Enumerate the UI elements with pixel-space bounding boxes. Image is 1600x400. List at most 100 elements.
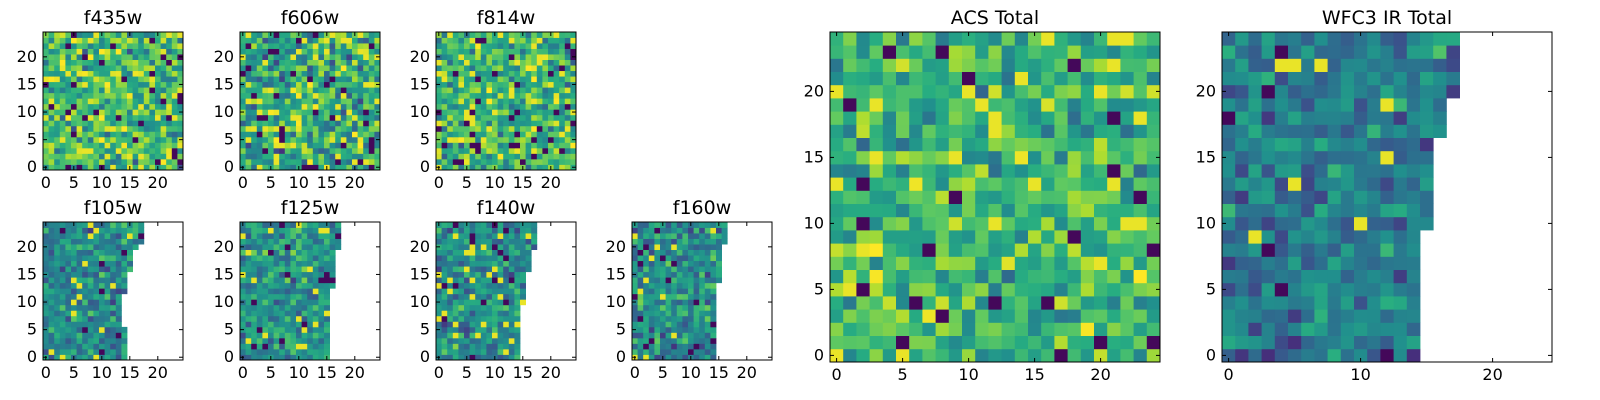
heatmap-cell: [503, 332, 510, 339]
heatmap-cell: [59, 65, 66, 72]
heatmap-cell: [856, 348, 870, 363]
heatmap-cell: [1107, 230, 1121, 244]
heatmap-cell: [329, 114, 336, 121]
heatmap-cell: [284, 142, 291, 149]
heatmap-cell: [307, 98, 314, 105]
heatmap-cell: [262, 103, 269, 110]
heatmap-cell: [716, 271, 722, 278]
heatmap-cell: [335, 238, 342, 245]
heatmap-cell: [632, 321, 638, 328]
heatmap-cell: [480, 238, 487, 245]
heatmap-cell: [1235, 32, 1249, 46]
heatmap-cell: [531, 142, 538, 149]
heatmap-cell: [682, 332, 689, 339]
heatmap-cell: [115, 304, 122, 311]
heatmap-cell: [480, 249, 487, 256]
heatmap-cell: [76, 131, 83, 138]
heatmap-cell: [346, 43, 353, 49]
heatmap-cell: [65, 222, 72, 228]
heatmap-cell: [469, 354, 476, 361]
heatmap-cell: [452, 293, 459, 300]
heatmap-cell: [486, 125, 493, 132]
heatmap-cell: [843, 164, 857, 178]
heatmap-cell: [240, 114, 246, 121]
heatmap-cell: [682, 337, 689, 344]
heatmap-cell: [508, 131, 515, 138]
heatmap-cell: [688, 288, 694, 295]
heatmap-cell: [301, 98, 308, 105]
heatmap-cell: [441, 164, 448, 171]
heatmap-cell: [1054, 348, 1068, 363]
heatmap-cell: [458, 227, 465, 234]
heatmap-cell: [447, 343, 454, 350]
heatmap-cell: [374, 59, 381, 66]
heatmap-cell: [132, 114, 139, 121]
heatmap-cell: [441, 337, 448, 344]
heatmap-cell: [357, 98, 364, 105]
heatmap-cell: [1380, 137, 1394, 152]
heatmap-cell: [93, 48, 100, 55]
heatmap-cell: [290, 227, 297, 234]
heatmap-cell: [704, 227, 711, 234]
heatmap-cell: [503, 348, 510, 355]
heatmap-cell: [110, 54, 117, 60]
heatmap-cell: [273, 65, 280, 72]
heatmap-cell: [492, 299, 498, 306]
heatmap-cell: [962, 98, 976, 112]
heatmap-cell: [1067, 45, 1082, 59]
heatmap-cell: [962, 296, 976, 310]
heatmap-cell: [922, 98, 936, 112]
heatmap-cell: [284, 136, 291, 143]
heatmap-cell: [1041, 164, 1055, 178]
heatmap-cell: [363, 32, 370, 38]
heatmap-cell: [1274, 309, 1289, 323]
heatmap-cell: [71, 76, 77, 83]
heatmap-cell: [1420, 98, 1434, 112]
heatmap-cell: [486, 233, 493, 239]
heatmap-cell: [307, 131, 314, 138]
heatmap-cell: [48, 326, 55, 333]
heatmap-cell: [59, 125, 66, 132]
heatmap-cell: [1067, 150, 1082, 165]
heatmap-cell: [514, 354, 521, 361]
heatmap-cell: [273, 326, 280, 333]
x-tick-label: 0: [434, 173, 444, 192]
heatmap-cell: [59, 227, 66, 234]
heatmap-cell: [48, 164, 55, 171]
heatmap-cell: [1380, 71, 1394, 86]
heatmap-cell: [312, 304, 319, 311]
heatmap-cell: [856, 150, 870, 165]
heatmap-cell: [296, 310, 302, 317]
heatmap-cell: [48, 343, 55, 350]
heatmap-cell: [296, 238, 302, 245]
heatmap-cell: [54, 48, 61, 55]
heatmap-cell: [1001, 309, 1016, 323]
heatmap-cell: [441, 48, 448, 55]
heatmap-cell: [830, 84, 844, 99]
heatmap-cell: [559, 43, 566, 49]
panel-title: f125w: [281, 197, 340, 219]
heatmap-cell: [301, 233, 308, 239]
heatmap-cell: [1054, 111, 1068, 125]
heatmap-cell: [548, 59, 554, 66]
heatmap-cell: [1274, 137, 1289, 152]
heatmap-cell: [531, 70, 538, 77]
heatmap-cell: [497, 326, 504, 333]
heatmap-cell: [452, 103, 459, 110]
heatmap-cell: [132, 76, 139, 83]
heatmap-cell: [132, 98, 139, 105]
heatmap-cell: [1028, 58, 1042, 72]
heatmap-cell: [65, 321, 72, 328]
heatmap-cell: [149, 32, 156, 38]
heatmap-cell: [1420, 124, 1434, 138]
heatmap-cell: [503, 32, 510, 38]
heatmap-cell: [296, 153, 302, 160]
heatmap-cell: [1406, 45, 1421, 59]
heatmap-cell: [654, 255, 661, 262]
heatmap-cell: [492, 326, 498, 333]
heatmap-cell: [843, 71, 857, 86]
heatmap-cell: [1248, 137, 1262, 152]
heatmap-cell: [1014, 269, 1029, 284]
heatmap-cell: [676, 238, 683, 245]
heatmap-cell: [475, 158, 482, 165]
